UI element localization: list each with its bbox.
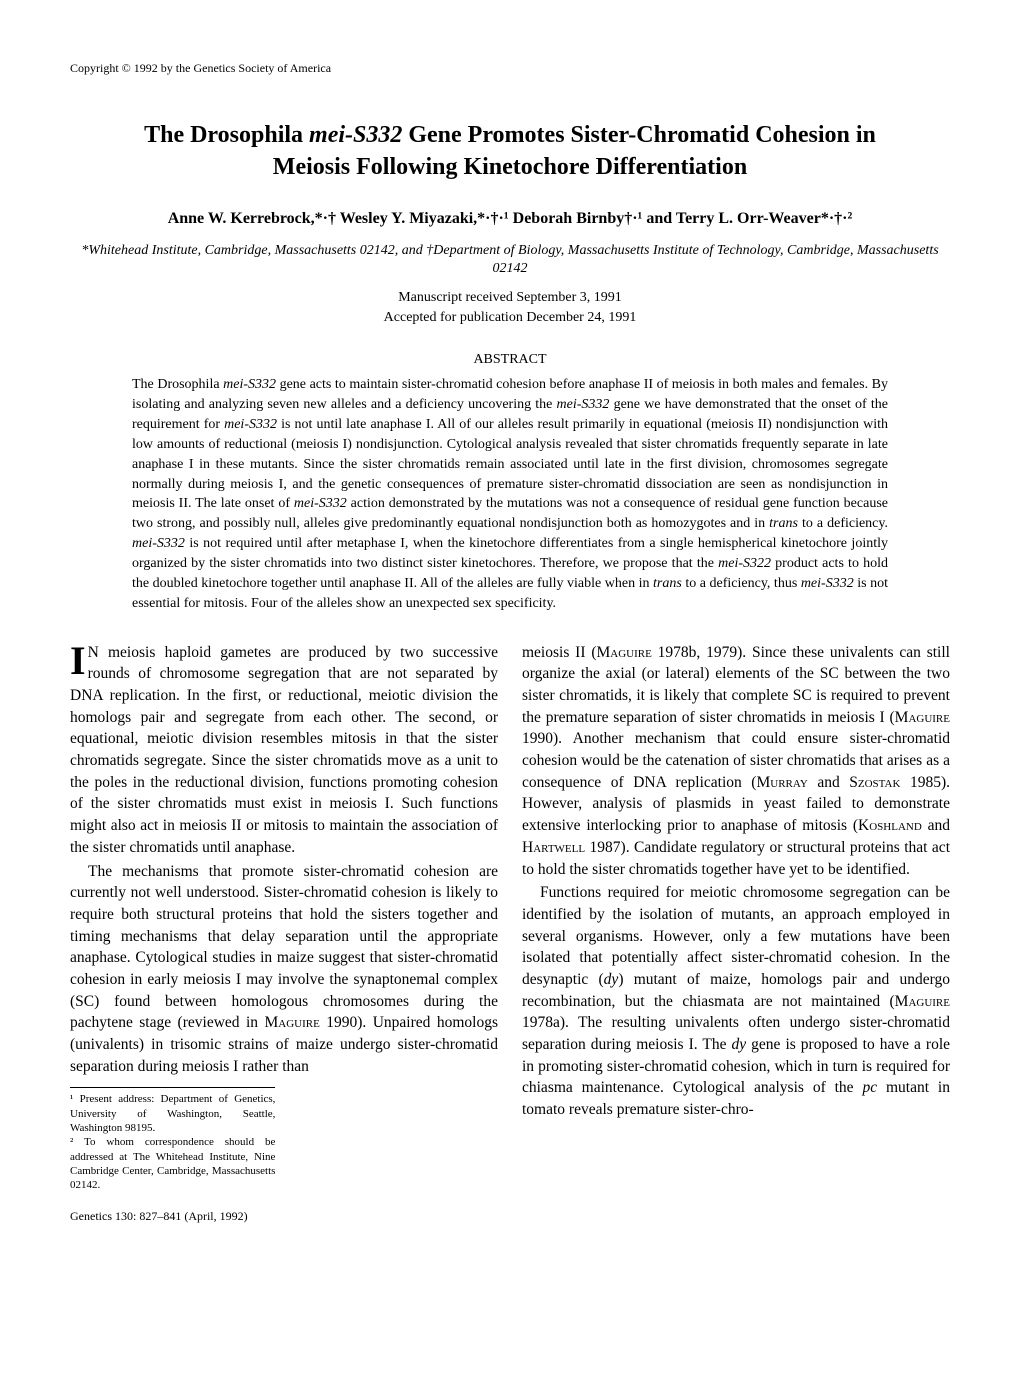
authors-line: Anne W. Kerrebrock,*·† Wesley Y. Miyazak…	[70, 208, 950, 230]
article-title: The Drosophila mei-S332 Gene Promotes Si…	[70, 119, 950, 184]
title-pre: The Drosophila	[144, 122, 309, 148]
journal-footer: Genetics 130: 827–841 (April, 1992)	[70, 1208, 498, 1225]
title-line2: Meiosis Following Kinetochore Differenti…	[273, 154, 747, 180]
affiliations: *Whitehead Institute, Cambridge, Massach…	[70, 242, 950, 278]
footnote-2: ² To whom correspondence should be addre…	[70, 1135, 275, 1192]
title-post: Gene Promotes Sister-Chromatid Cohesion …	[402, 122, 876, 148]
copyright-line: Copyright © 1992 by the Genetics Society…	[70, 60, 950, 77]
body-p4: Functions required for meiotic chromosom…	[522, 882, 950, 1121]
body-p2: The mechanisms that promote sister-chrom…	[70, 861, 498, 1078]
body-p1: IN meiosis haploid gametes are produced …	[70, 642, 498, 859]
date-received: Manuscript received September 3, 1991	[398, 290, 622, 305]
manuscript-dates: Manuscript received September 3, 1991 Ac…	[70, 288, 950, 327]
abstract-body: The Drosophila mei-S332 gene acts to mai…	[132, 375, 888, 614]
footnotes: ¹ Present address: Department of Genetic…	[70, 1087, 275, 1192]
column-left: IN meiosis haploid gametes are produced …	[70, 642, 498, 1226]
date-accepted: Accepted for publication December 24, 19…	[384, 310, 637, 325]
footnote-1: ¹ Present address: Department of Genetic…	[70, 1092, 275, 1135]
abstract-heading: ABSTRACT	[70, 350, 950, 370]
body-columns: IN meiosis haploid gametes are produced …	[70, 642, 950, 1226]
column-right: meiosis II (Maguire 1978b, 1979). Since …	[522, 642, 950, 1226]
dropcap: I	[70, 642, 88, 677]
title-gene: mei-S332	[309, 122, 402, 148]
body-p3: meiosis II (Maguire 1978b, 1979). Since …	[522, 642, 950, 881]
